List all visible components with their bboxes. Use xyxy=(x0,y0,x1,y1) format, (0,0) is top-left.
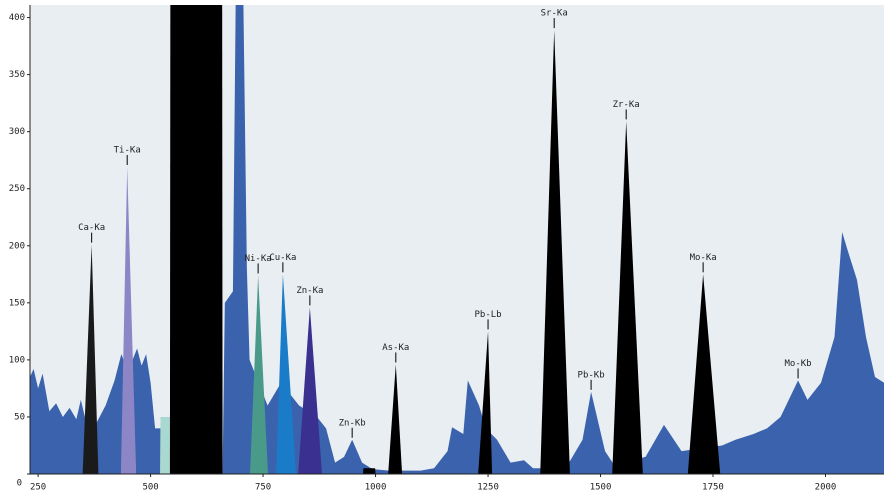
peak-area xyxy=(478,331,493,474)
axes: 0 50 100 150 200 250 300 350 400 250 500 750 1000 125… xyxy=(9,5,884,493)
x-tick-label: 1500 xyxy=(590,483,612,493)
peak-label: Pb-Lb xyxy=(474,310,501,320)
peak-label: Zn-Ka xyxy=(296,286,323,296)
peak-label: Pb-Kb xyxy=(578,370,605,380)
y-tick-label: 200 xyxy=(9,241,25,251)
peak-area xyxy=(612,121,643,474)
y-tick-label: 250 xyxy=(9,184,25,194)
peak-area xyxy=(298,307,323,474)
x-tick-label: 2000 xyxy=(815,483,837,493)
plot-background xyxy=(30,5,884,474)
peak-area xyxy=(388,364,403,474)
y-tick-label: 50 xyxy=(14,412,25,422)
peak-label: Mo-Ka xyxy=(690,253,717,263)
peak-label: As-Ka xyxy=(382,343,409,353)
peak-area xyxy=(540,30,570,474)
peak-area xyxy=(687,274,721,474)
peak-label: Ni-Ka xyxy=(245,254,272,264)
y-tick-label: 0 xyxy=(17,479,22,489)
y-tick-label: 300 xyxy=(9,127,25,137)
peak-area xyxy=(250,275,269,474)
peak-label: Cu-Ka xyxy=(269,253,296,263)
peak-area xyxy=(276,274,296,474)
peak-area xyxy=(169,5,223,474)
peak-label: Ca-Ka xyxy=(78,223,105,233)
peak-label: Ti-Ka xyxy=(114,146,141,156)
peak-area xyxy=(362,468,376,474)
peak-label: Sr-Ka xyxy=(541,9,568,19)
y-tick-label: 350 xyxy=(9,70,25,80)
peak-area xyxy=(120,167,137,474)
x-tick-label: 500 xyxy=(142,483,158,493)
peak-label: Mo-Kb xyxy=(785,359,812,369)
x-tick-label: 1000 xyxy=(365,483,387,493)
x-tick-label: 1750 xyxy=(702,483,724,493)
peak-label: Zr-Ka xyxy=(613,100,640,110)
peak-label: Zn-Kb xyxy=(339,418,366,428)
y-tick-label: 150 xyxy=(9,298,25,308)
y-tick-label: 400 xyxy=(9,13,25,23)
x-tick-label: 250 xyxy=(30,483,46,493)
y-tick-label: 100 xyxy=(9,355,25,365)
x-tick-label: 750 xyxy=(255,483,271,493)
peak-area xyxy=(82,244,99,474)
spectrum-area xyxy=(30,5,884,474)
x-tick-label: 1250 xyxy=(477,483,499,493)
